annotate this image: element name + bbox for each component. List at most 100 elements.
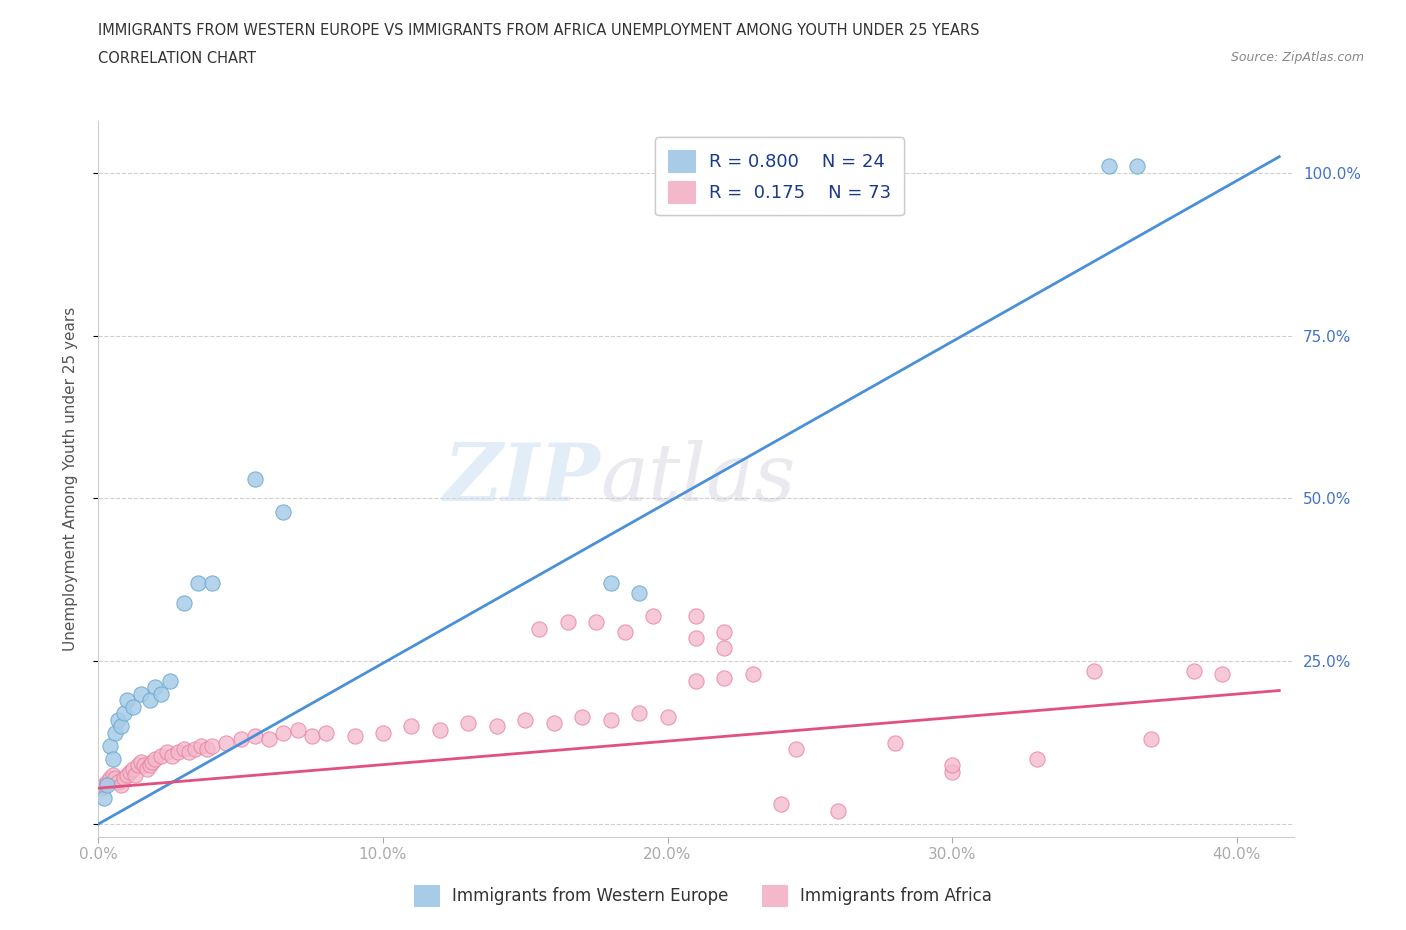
Point [429, 722, 451, 737]
Point [143, 751, 166, 766]
Point [557, 615, 579, 630]
Point [457, 716, 479, 731]
Text: ZIP: ZIP [443, 440, 600, 518]
Point [1126, 159, 1149, 174]
Point [115, 693, 138, 708]
Point [190, 738, 212, 753]
Point [571, 710, 593, 724]
Point [110, 719, 132, 734]
Point [110, 777, 132, 792]
Point [150, 748, 173, 763]
Point [104, 725, 127, 740]
Text: IMMIGRANTS FROM WESTERN EUROPE VS IMMIGRANTS FROM AFRICA UNEMPLOYMENT AMONG YOUT: IMMIGRANTS FROM WESTERN EUROPE VS IMMIGR… [98, 23, 980, 38]
Point [941, 758, 963, 773]
Point [1211, 667, 1233, 682]
Point [785, 742, 807, 757]
Point [141, 755, 163, 770]
Point [127, 758, 149, 773]
Point [884, 735, 907, 750]
Point [115, 768, 138, 783]
Point [643, 608, 665, 623]
Point [301, 729, 323, 744]
Point [187, 576, 209, 591]
Point [167, 745, 190, 760]
Point [107, 774, 129, 789]
Point [162, 748, 184, 763]
Point [173, 742, 195, 757]
Point [173, 595, 195, 610]
Point [104, 771, 127, 786]
Point [485, 719, 508, 734]
Text: atlas: atlas [600, 440, 796, 518]
Point [515, 712, 537, 727]
Point [150, 686, 173, 701]
Point [112, 771, 135, 786]
Point [179, 745, 201, 760]
Point [287, 722, 309, 737]
Point [585, 615, 607, 630]
Point [229, 732, 252, 747]
Point [112, 706, 135, 721]
Point [138, 758, 160, 773]
Point [543, 716, 565, 731]
Point [1097, 159, 1119, 174]
Point [273, 504, 295, 519]
Point [243, 729, 266, 744]
Point [1083, 664, 1105, 679]
Point [713, 670, 735, 684]
Point [941, 764, 963, 779]
Point [827, 804, 849, 818]
Point [685, 673, 707, 688]
Point [685, 631, 707, 646]
Point [135, 761, 157, 776]
Text: CORRELATION CHART: CORRELATION CHART [98, 51, 256, 66]
Point [121, 699, 143, 714]
Point [195, 742, 218, 757]
Point [98, 738, 121, 753]
Point [599, 712, 621, 727]
Point [138, 693, 160, 708]
Point [343, 729, 366, 744]
Point [159, 673, 181, 688]
Point [1026, 751, 1049, 766]
Point [129, 755, 152, 770]
Point [121, 761, 143, 776]
Point [156, 745, 179, 760]
Point [713, 625, 735, 640]
Point [529, 621, 551, 636]
Point [613, 625, 636, 640]
Point [201, 738, 224, 753]
Point [101, 751, 124, 766]
Point [770, 797, 793, 812]
Point [628, 706, 651, 721]
Point [401, 719, 423, 734]
Point [273, 725, 295, 740]
Text: Source: ZipAtlas.com: Source: ZipAtlas.com [1230, 51, 1364, 64]
Legend: R = 0.800    N = 24, R =  0.175    N = 73: R = 0.800 N = 24, R = 0.175 N = 73 [655, 137, 904, 216]
Point [118, 764, 141, 779]
Point [599, 576, 621, 591]
Point [1140, 732, 1163, 747]
Point [107, 712, 129, 727]
Point [371, 725, 394, 740]
Point [124, 768, 146, 783]
Point [257, 732, 280, 747]
Point [98, 771, 121, 786]
Point [101, 768, 124, 783]
Point [628, 586, 651, 601]
Point [657, 710, 679, 724]
Point [201, 576, 224, 591]
Point [90, 781, 112, 796]
Point [685, 608, 707, 623]
Point [96, 777, 118, 792]
Point [93, 790, 115, 805]
Point [132, 758, 155, 773]
Point [243, 472, 266, 486]
Point [184, 742, 207, 757]
Legend: Immigrants from Western Europe, Immigrants from Africa: Immigrants from Western Europe, Immigran… [408, 879, 998, 912]
Point [143, 680, 166, 695]
Point [315, 725, 337, 740]
Point [93, 777, 115, 792]
Point [741, 667, 763, 682]
Point [129, 686, 152, 701]
